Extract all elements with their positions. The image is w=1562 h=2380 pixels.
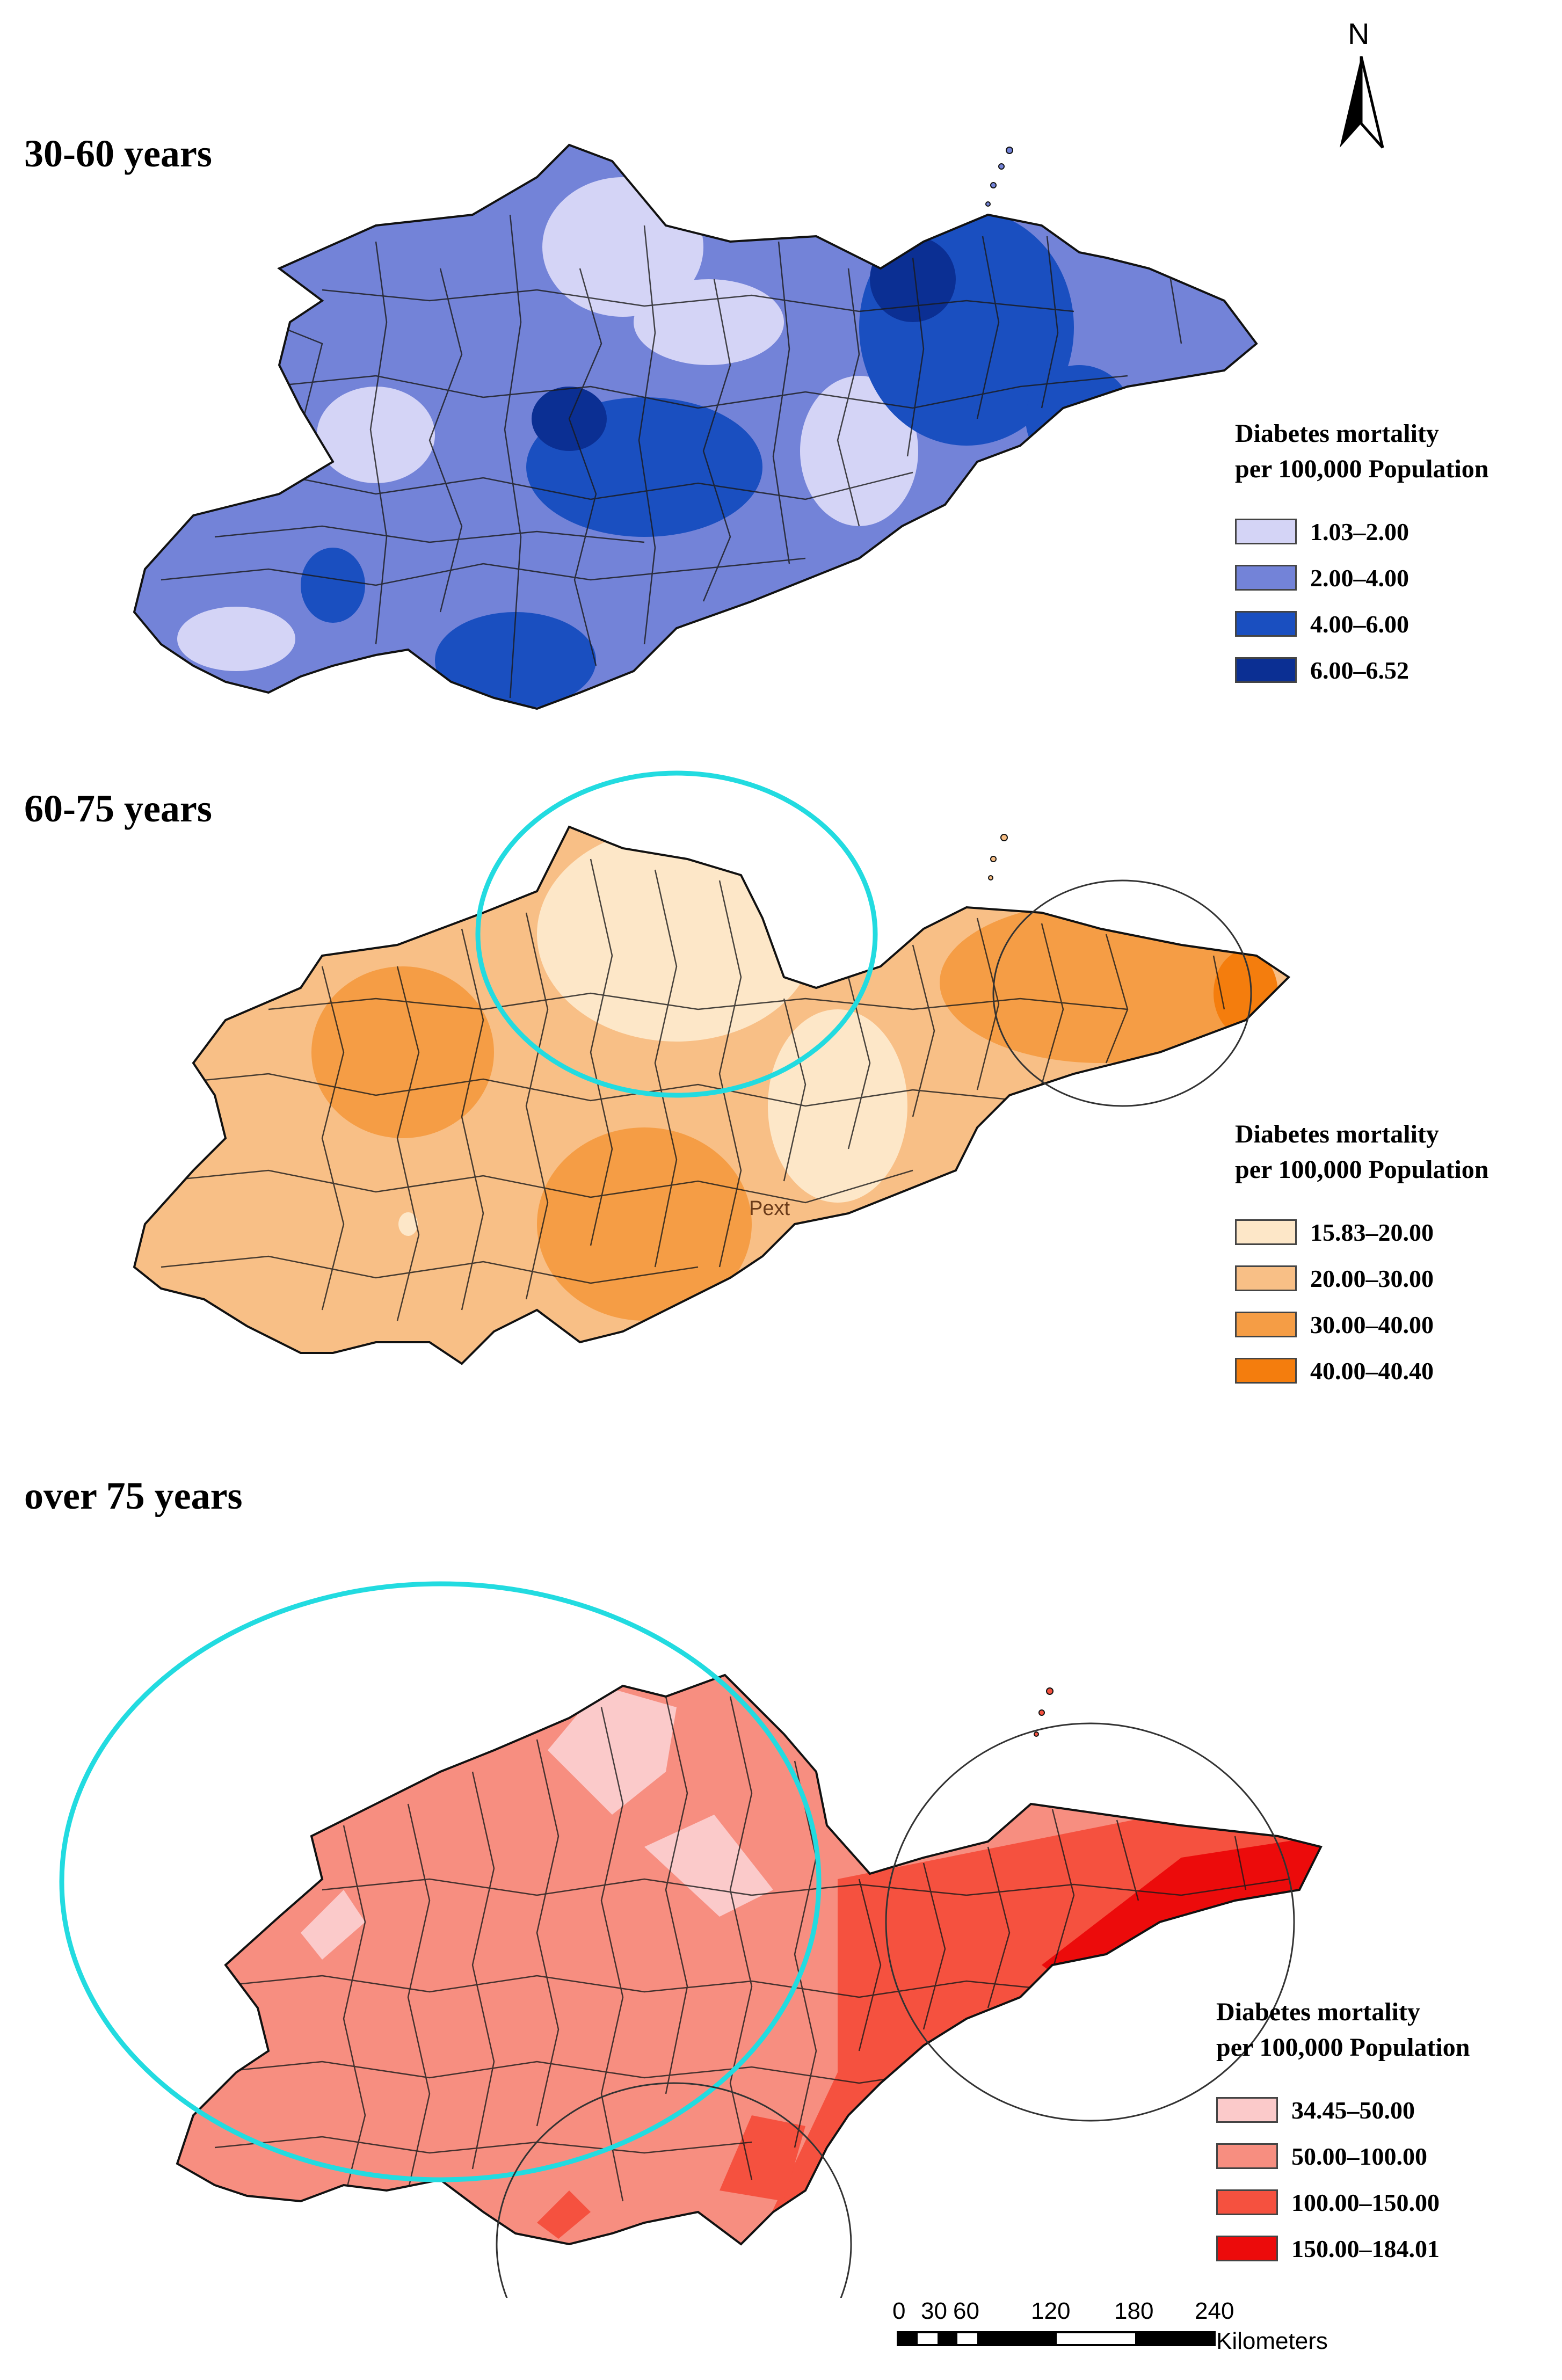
highlight-circle [885, 1722, 1295, 2122]
highlight-circle [496, 2082, 852, 2298]
map-legend: Diabetes mortality per 100,000 Populatio… [1216, 1995, 1470, 2272]
legend-swatch [1235, 1358, 1297, 1384]
choropleth-map [133, 143, 1258, 710]
legend-swatch [1216, 2189, 1278, 2215]
legend-swatch [1235, 565, 1297, 591]
scale-bar: 0 30 60 120 180 240 Kilometers [886, 2298, 1477, 2373]
legend-item: 1.03–2.00 [1235, 508, 1489, 555]
choropleth-map [59, 1581, 1323, 2298]
legend-item: 50.00–100.00 [1216, 2133, 1470, 2179]
map-legend: Diabetes mortality per 100,000 Populatio… [1235, 416, 1489, 693]
legend-label: 2.00–4.00 [1310, 564, 1409, 592]
legend-item: 100.00–150.00 [1216, 2179, 1470, 2225]
legend-swatch [1235, 1265, 1297, 1291]
legend-item: 30.00–40.00 [1235, 1301, 1489, 1348]
legend-swatch [1216, 2236, 1278, 2261]
panel-title: over 75 years [24, 1474, 243, 1517]
legend-swatch [1235, 611, 1297, 637]
legend-label: 40.00–40.40 [1310, 1357, 1434, 1385]
legend-label: 100.00–150.00 [1291, 2188, 1440, 2216]
legend-item: 34.45–50.00 [1216, 2087, 1470, 2133]
map-panel-over-75: over 75 years [0, 1450, 1562, 2298]
panel-title: 60-75 years [24, 787, 212, 830]
scale-tick: 240 [1195, 2298, 1234, 2324]
scale-tick: 120 [1031, 2298, 1071, 2324]
legend-item: 20.00–30.00 [1235, 1255, 1489, 1301]
legend-label: 34.45–50.00 [1291, 2096, 1415, 2124]
highlight-circle [992, 879, 1252, 1107]
scale-tick: 30 [921, 2298, 947, 2324]
legend-label: 6.00–6.52 [1310, 656, 1409, 684]
legend-subtitle: per 100,000 Population [1235, 455, 1489, 483]
legend-title: Diabetes mortality [1235, 419, 1439, 448]
panel-title: 30-60 years [24, 132, 212, 175]
legend-item: 150.00–184.01 [1216, 2225, 1470, 2272]
legend-label: 50.00–100.00 [1291, 2142, 1427, 2170]
legend-swatch [1216, 2097, 1278, 2123]
map-panel-60-75: 60-75 years [0, 752, 1562, 1450]
legend-swatch [1216, 2143, 1278, 2169]
legend-swatch [1235, 519, 1297, 544]
legend-item: 15.83–20.00 [1235, 1209, 1489, 1255]
legend-title: Diabetes mortality [1235, 1120, 1439, 1148]
highlight-circle [59, 1581, 822, 2182]
scale-tick: 60 [953, 2298, 979, 2324]
legend-subtitle: per 100,000 Population [1235, 1155, 1489, 1184]
map-legend: Diabetes mortality per 100,000 Populatio… [1235, 1117, 1489, 1394]
legend-swatch [1235, 1219, 1297, 1245]
legend-title: Diabetes mortality [1216, 1998, 1420, 2026]
legend-subtitle: per 100,000 Population [1216, 2033, 1470, 2062]
north-arrow-icon [1340, 56, 1384, 149]
legend-item: 2.00–4.00 [1235, 555, 1489, 601]
legend-item: 6.00–6.52 [1235, 647, 1489, 693]
north-label: N [1348, 17, 1370, 50]
legend-swatch [1235, 1312, 1297, 1337]
map-annotation: Pext [749, 1197, 790, 1220]
scale-bar-graphic [897, 2331, 1216, 2346]
legend-item: 4.00–6.00 [1235, 601, 1489, 647]
legend-item: 40.00–40.40 [1235, 1348, 1489, 1394]
scale-tick: 180 [1114, 2298, 1154, 2324]
scale-tick: 0 [892, 2298, 906, 2324]
legend-label: 15.83–20.00 [1310, 1218, 1434, 1246]
legend-label: 150.00–184.01 [1291, 2235, 1440, 2262]
scale-unit-label: Kilometers [1216, 2328, 1328, 2354]
legend-label: 30.00–40.00 [1310, 1311, 1434, 1338]
choropleth-map [133, 770, 1291, 1365]
legend-label: 20.00–30.00 [1310, 1264, 1434, 1292]
map-panel-30-60: 30-60 years [0, 0, 1562, 752]
legend-swatch [1235, 657, 1297, 683]
highlight-circle [475, 770, 878, 1098]
legend-label: 1.03–2.00 [1310, 518, 1409, 545]
legend-label: 4.00–6.00 [1310, 610, 1409, 638]
north-arrow: N [1332, 16, 1391, 150]
